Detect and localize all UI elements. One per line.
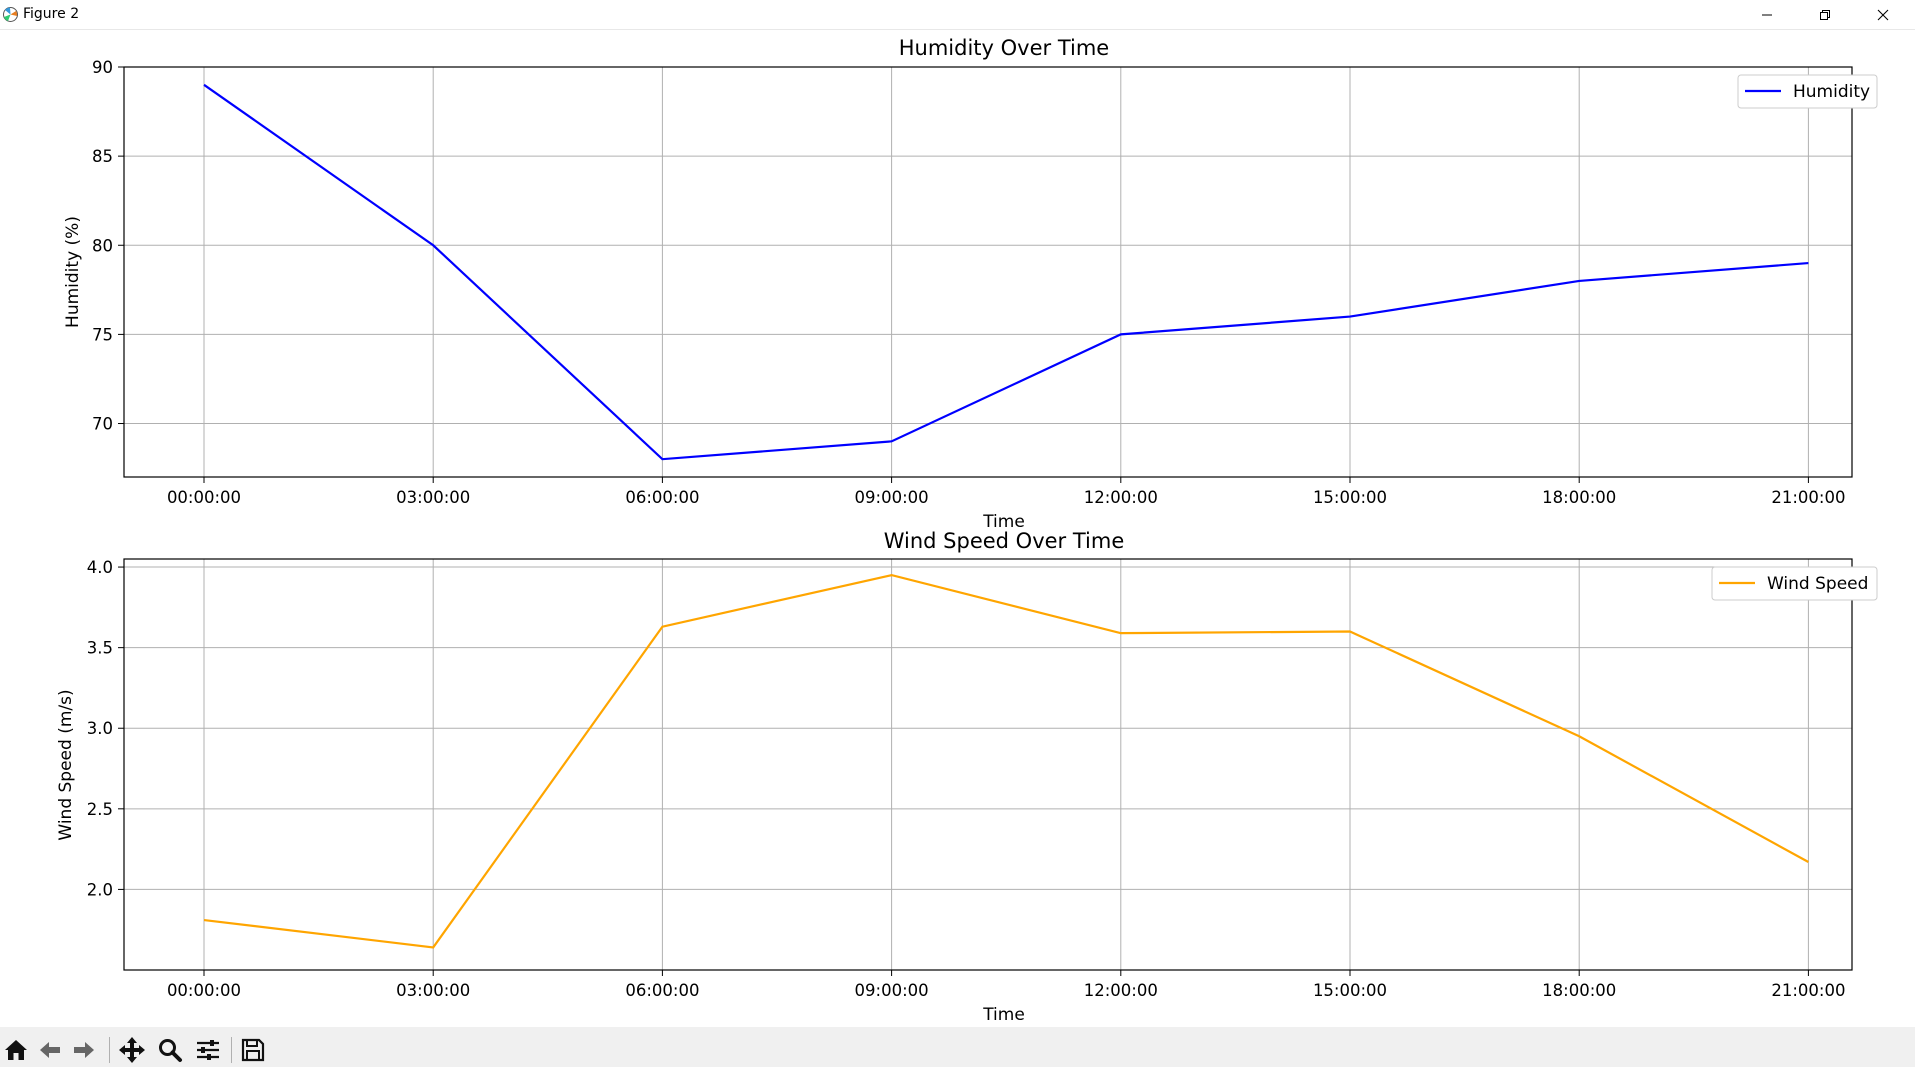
wind-y-tick-label: 3.5 — [87, 639, 113, 658]
humidity-x-tick-label: 06:00:00 — [625, 488, 699, 507]
humidity-chart-title: Humidity Over Time — [899, 36, 1109, 60]
humidity-grid — [124, 66, 1852, 477]
forward-icon — [74, 1042, 94, 1058]
wind-legend-box — [1711, 566, 1878, 601]
wind-grid — [124, 559, 1852, 970]
wind-x-tick-label: 12:00:00 — [1084, 981, 1158, 1000]
humidity-x-tick-label: 21:00:00 — [1771, 488, 1845, 507]
humidity-y-tick-label: 85 — [92, 147, 113, 166]
configure-subplots-icon — [197, 1040, 219, 1060]
wind-x-tick-label: 06:00:00 — [625, 981, 699, 1000]
humidity-y-tick-label: 80 — [92, 236, 113, 255]
wind-y-axis-label: Wind Speed (m/s) — [56, 689, 76, 840]
humidity-x-axis-label: Time — [982, 512, 1025, 532]
humidity-y-tick-label: 70 — [92, 415, 113, 434]
wind-legend: Wind Speed — [1711, 566, 1878, 601]
wind-y-tick-label: 2.5 — [87, 800, 113, 819]
matplotlib-app-icon — [3, 7, 18, 22]
wind-x-tick-label: 09:00:00 — [855, 981, 929, 1000]
restore-icon — [1820, 9, 1830, 20]
humidity-y-tick-label: 90 — [92, 58, 113, 77]
wind-x-tick-label: 00:00:00 — [167, 981, 241, 1000]
humidity-series-line — [203, 83, 1809, 461]
wind-y-tick-label: 3.0 — [87, 719, 113, 738]
window-title-bar: Figure 2 — [0, 0, 1915, 30]
zoom-button[interactable] — [156, 1036, 184, 1064]
humidity-x-tick-label: 03:00:00 — [396, 488, 470, 507]
wind-y-tick-label: 2.0 — [87, 880, 113, 899]
wind-x-axis-label: Time — [982, 1005, 1025, 1025]
wind-x-tick-label: 18:00:00 — [1542, 981, 1616, 1000]
minimize-icon — [1762, 14, 1772, 15]
configure-subplots-button[interactable] — [194, 1036, 222, 1064]
humidity-y-axis-label: Humidity (%) — [63, 216, 83, 328]
window-title: Figure 2 — [23, 6, 80, 22]
navigation-toolbar — [0, 1027, 1915, 1067]
wind-legend-label: Wind Speed — [1767, 574, 1868, 594]
figure-svg: Humidity Over Time 00:00:00 03:00:00 06:00… — [56, 36, 1878, 1025]
humidity-x-tick-label: 09:00:00 — [855, 488, 929, 507]
home-icon — [5, 1040, 27, 1060]
wind-ticks: 00:00:00 03:00:00 06:00:00 09:00:00 12:00:00… — [87, 558, 1846, 1000]
humidity-subplot: Humidity Over Time 00:00:00 03:00:00 06:00… — [63, 36, 1878, 532]
save-icon — [241, 1038, 265, 1062]
wind-series-line — [203, 573, 1809, 949]
pan-icon — [119, 1037, 145, 1063]
save-button[interactable] — [239, 1036, 267, 1064]
back-icon — [40, 1042, 60, 1058]
zoom-icon — [159, 1039, 182, 1062]
humidity-legend-label: Humidity — [1793, 82, 1870, 102]
wind-x-tick-label: 21:00:00 — [1771, 981, 1845, 1000]
wind-chart-title: Wind Speed Over Time — [884, 529, 1125, 553]
humidity-axes-frame — [123, 66, 1853, 478]
wind-x-tick-label: 03:00:00 — [396, 981, 470, 1000]
home-button[interactable] — [2, 1036, 30, 1064]
back-button[interactable] — [36, 1036, 64, 1064]
toolbar-separator — [231, 1037, 232, 1063]
humidity-legend: Humidity — [1737, 74, 1878, 109]
humidity-legend-box — [1737, 74, 1878, 109]
wind-x-tick-label: 15:00:00 — [1313, 981, 1387, 1000]
minimize-button[interactable] — [1738, 0, 1796, 29]
wind-axes-frame — [123, 558, 1853, 971]
wind-y-tick-label: 4.0 — [87, 558, 113, 577]
close-icon — [1877, 9, 1889, 20]
humidity-x-tick-label: 12:00:00 — [1084, 488, 1158, 507]
restore-button[interactable] — [1796, 0, 1854, 29]
toolbar-separator — [109, 1037, 110, 1063]
forward-button[interactable] — [70, 1036, 98, 1064]
humidity-x-tick-label: 15:00:00 — [1313, 488, 1387, 507]
wind-subplot: Wind Speed Over Time 00:00:00 03:00:00 06:… — [56, 529, 1878, 1025]
humidity-x-tick-label: 18:00:00 — [1542, 488, 1616, 507]
humidity-ticks: 00:00:00 03:00:00 06:00:00 09:00:00 12:00:00… — [92, 58, 1845, 507]
humidity-y-tick-label: 75 — [92, 325, 113, 344]
close-button[interactable] — [1854, 0, 1912, 29]
humidity-x-tick-label: 00:00:00 — [167, 488, 241, 507]
figure-canvas[interactable]: Humidity Over Time 00:00:00 03:00:00 06:00… — [0, 30, 1915, 1027]
pan-button[interactable] — [118, 1036, 146, 1064]
